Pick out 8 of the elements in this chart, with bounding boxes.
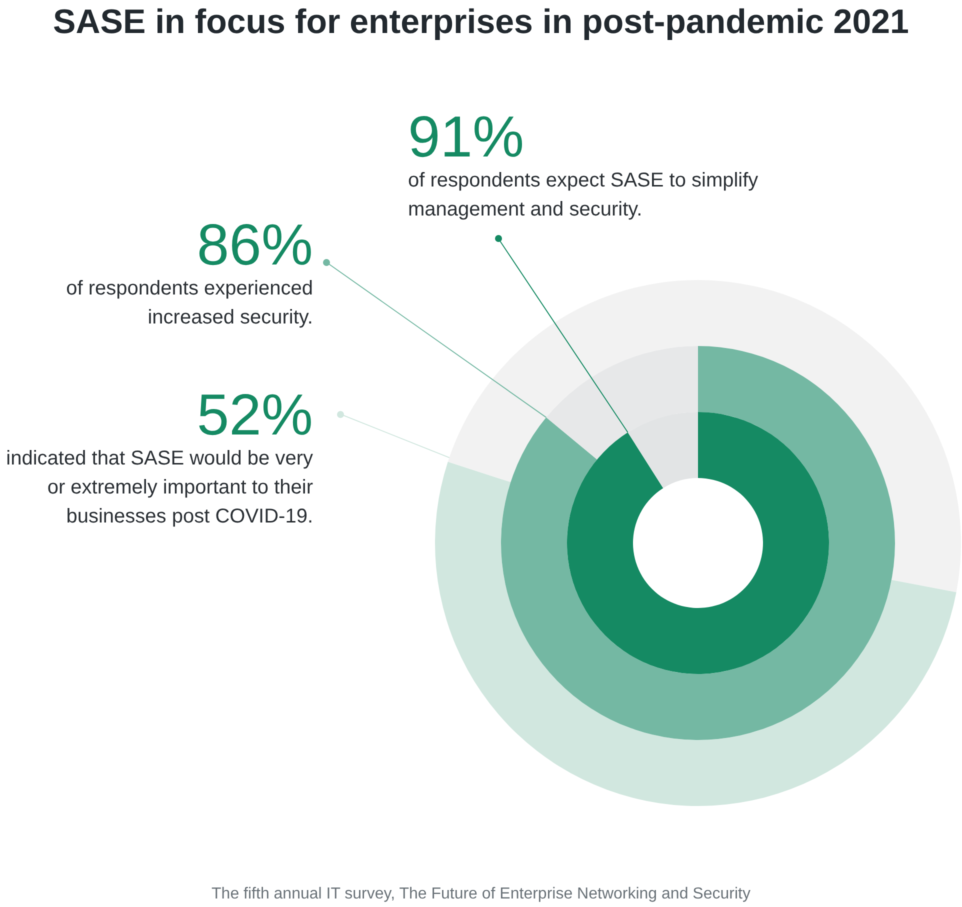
slice-label: of respondents expect SASE to simplify management and security. — [408, 170, 758, 220]
data-label: 91% — [408, 104, 524, 170]
data-label: 52% — [196, 382, 313, 448]
text: The fifth annual IT survey, The Future of Enterprise Networking and Security — [212, 886, 750, 902]
slice-label: indicated that SASE would be very or extremely important to their businesses post COVID-19. — [6, 448, 314, 528]
chart-title: SASE in focus for enterprises in post-pandemic 2021 — [53, 3, 909, 41]
legend-label: of respondents experienced increased security. — [66, 278, 313, 328]
data-label: 86% — [196, 212, 313, 278]
